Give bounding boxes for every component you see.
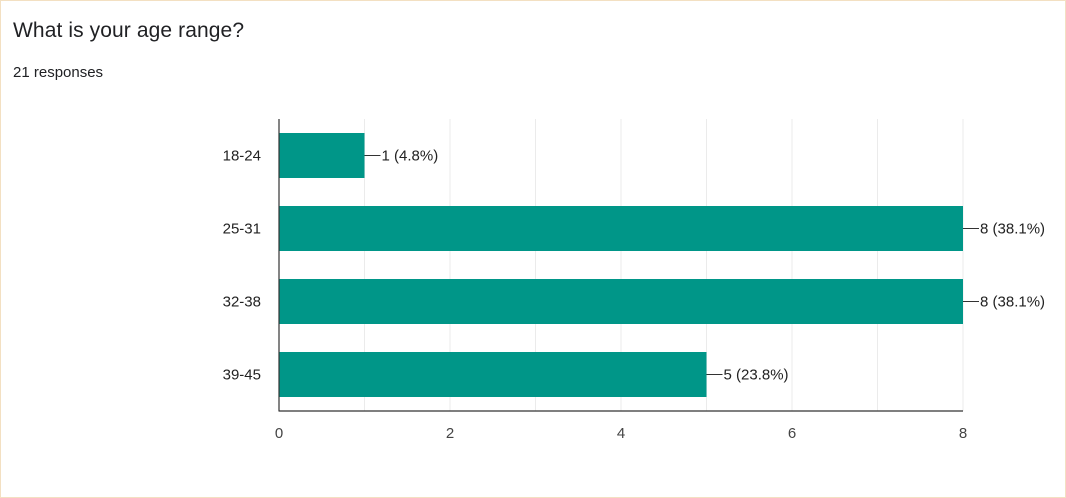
- x-tick-label: 4: [617, 425, 625, 442]
- question-title: What is your age range?: [13, 19, 245, 42]
- x-tick-label: 2: [446, 425, 454, 442]
- category-label: 32-38: [223, 294, 261, 311]
- bar: [279, 206, 963, 251]
- category-label: 39-45: [223, 367, 261, 384]
- data-label: 8 (38.1%): [980, 221, 1045, 238]
- x-tick-label: 0: [275, 425, 283, 442]
- response-count: 21 responses: [13, 64, 104, 81]
- bar: [279, 133, 365, 178]
- bar: [279, 352, 707, 397]
- category-label: 25-31: [223, 221, 261, 238]
- data-label: 8 (38.1%): [980, 294, 1045, 311]
- data-label: 5 (23.8%): [724, 367, 789, 384]
- bar: [279, 279, 963, 324]
- category-label: 18-24: [223, 148, 261, 165]
- x-tick-label: 8: [959, 425, 967, 442]
- x-tick-label: 6: [788, 425, 796, 442]
- data-label: 1 (4.8%): [382, 148, 439, 165]
